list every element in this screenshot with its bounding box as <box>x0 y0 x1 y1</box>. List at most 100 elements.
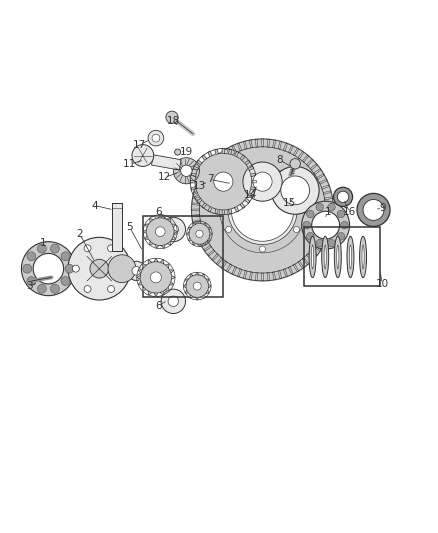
Circle shape <box>316 239 324 247</box>
Polygon shape <box>267 139 269 147</box>
Polygon shape <box>204 168 212 174</box>
Text: 16: 16 <box>343 207 356 217</box>
Polygon shape <box>319 236 327 240</box>
Polygon shape <box>201 295 205 298</box>
Text: 7: 7 <box>207 174 214 184</box>
Polygon shape <box>148 260 152 264</box>
Text: 2: 2 <box>76 229 83 239</box>
Text: 19: 19 <box>180 148 194 157</box>
Circle shape <box>108 286 115 293</box>
Polygon shape <box>237 269 242 277</box>
Polygon shape <box>196 231 204 235</box>
Circle shape <box>132 144 154 166</box>
Circle shape <box>303 221 311 229</box>
Polygon shape <box>167 219 171 222</box>
Polygon shape <box>196 185 204 189</box>
Ellipse shape <box>322 236 328 278</box>
Polygon shape <box>193 242 196 245</box>
Circle shape <box>281 176 310 205</box>
Circle shape <box>61 277 70 286</box>
Circle shape <box>173 158 199 184</box>
Polygon shape <box>137 276 140 279</box>
Polygon shape <box>248 166 254 171</box>
Polygon shape <box>155 215 159 219</box>
Polygon shape <box>184 284 186 288</box>
Polygon shape <box>190 180 195 183</box>
Polygon shape <box>192 214 200 217</box>
Polygon shape <box>310 250 318 256</box>
Polygon shape <box>298 261 304 269</box>
Ellipse shape <box>347 236 354 278</box>
Polygon shape <box>194 225 202 229</box>
Text: 18: 18 <box>167 116 180 126</box>
Circle shape <box>363 199 384 220</box>
Polygon shape <box>221 151 227 159</box>
Polygon shape <box>208 151 212 157</box>
Circle shape <box>155 227 165 237</box>
Polygon shape <box>191 187 196 190</box>
Circle shape <box>166 111 178 123</box>
Polygon shape <box>167 241 171 245</box>
Polygon shape <box>188 227 191 230</box>
Polygon shape <box>293 264 299 272</box>
Polygon shape <box>325 214 333 217</box>
Polygon shape <box>226 264 232 272</box>
Polygon shape <box>232 266 237 274</box>
Circle shape <box>50 284 60 293</box>
Polygon shape <box>215 149 218 155</box>
Polygon shape <box>197 160 202 165</box>
Polygon shape <box>166 287 170 291</box>
Polygon shape <box>195 297 199 300</box>
Polygon shape <box>185 290 188 293</box>
Polygon shape <box>232 146 237 153</box>
Ellipse shape <box>350 245 352 269</box>
Polygon shape <box>138 281 142 285</box>
Polygon shape <box>321 231 329 235</box>
Polygon shape <box>310 164 318 170</box>
Polygon shape <box>288 146 293 153</box>
Text: 15: 15 <box>283 198 296 208</box>
Polygon shape <box>221 261 227 269</box>
Polygon shape <box>190 295 193 298</box>
Polygon shape <box>250 272 253 280</box>
Polygon shape <box>267 273 269 281</box>
Circle shape <box>33 254 64 284</box>
Text: 17: 17 <box>133 140 146 150</box>
Polygon shape <box>234 207 239 212</box>
Polygon shape <box>160 260 163 264</box>
Polygon shape <box>244 271 247 279</box>
Polygon shape <box>190 274 193 277</box>
Circle shape <box>328 239 335 247</box>
Text: 6: 6 <box>155 207 161 217</box>
Bar <box>152 155 181 170</box>
Polygon shape <box>206 279 209 282</box>
Polygon shape <box>198 236 206 240</box>
Polygon shape <box>228 209 232 214</box>
Polygon shape <box>191 173 196 176</box>
Text: 8: 8 <box>277 155 283 165</box>
Bar <box>112 204 122 251</box>
Circle shape <box>195 154 252 210</box>
Circle shape <box>302 201 350 249</box>
Text: 10: 10 <box>376 279 389 289</box>
Polygon shape <box>150 219 153 222</box>
Polygon shape <box>251 180 256 183</box>
Circle shape <box>23 264 32 273</box>
Circle shape <box>293 227 300 232</box>
Circle shape <box>37 284 46 293</box>
Polygon shape <box>142 287 146 291</box>
Polygon shape <box>215 209 218 214</box>
Text: 1: 1 <box>325 207 331 217</box>
Polygon shape <box>255 139 258 147</box>
Polygon shape <box>314 245 321 251</box>
Polygon shape <box>193 220 201 223</box>
Ellipse shape <box>311 245 314 269</box>
Polygon shape <box>194 191 202 195</box>
Circle shape <box>168 224 179 235</box>
Circle shape <box>146 218 174 246</box>
Circle shape <box>84 286 91 293</box>
Circle shape <box>226 187 232 193</box>
Polygon shape <box>155 245 159 248</box>
Polygon shape <box>202 155 207 160</box>
Polygon shape <box>171 276 175 279</box>
